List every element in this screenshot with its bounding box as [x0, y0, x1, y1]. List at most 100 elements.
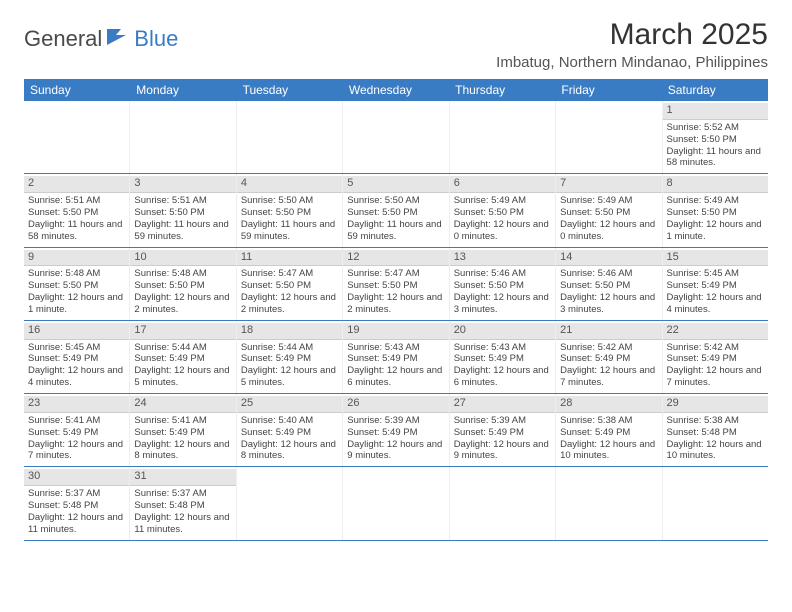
- sunrise-line: Sunrise: 5:38 AM: [667, 415, 764, 427]
- calendar-cell: [450, 467, 556, 539]
- calendar-cell: 6Sunrise: 5:49 AMSunset: 5:50 PMDaylight…: [450, 174, 556, 246]
- calendar-cell: 8Sunrise: 5:49 AMSunset: 5:50 PMDaylight…: [663, 174, 768, 246]
- daylight-line: Daylight: 12 hours and 5 minutes.: [134, 365, 231, 389]
- sunset-line: Sunset: 5:49 PM: [241, 427, 338, 439]
- sunset-line: Sunset: 5:50 PM: [241, 280, 338, 292]
- dayheader: Monday: [130, 79, 236, 101]
- calendar-cell: 15Sunrise: 5:45 AMSunset: 5:49 PMDayligh…: [663, 248, 768, 320]
- sunrise-line: Sunrise: 5:39 AM: [454, 415, 551, 427]
- daylight-line: Daylight: 12 hours and 1 minute.: [28, 292, 125, 316]
- day-number: 15: [663, 250, 768, 267]
- daylight-line: Daylight: 12 hours and 2 minutes.: [241, 292, 338, 316]
- sunset-line: Sunset: 5:50 PM: [134, 207, 231, 219]
- day-number: 17: [130, 323, 235, 340]
- calendar-cell: 13Sunrise: 5:46 AMSunset: 5:50 PMDayligh…: [450, 248, 556, 320]
- daylight-line: Daylight: 12 hours and 3 minutes.: [454, 292, 551, 316]
- calendar-cell: [663, 467, 768, 539]
- week-row: 16Sunrise: 5:45 AMSunset: 5:49 PMDayligh…: [24, 321, 768, 394]
- calendar-cell: 2Sunrise: 5:51 AMSunset: 5:50 PMDaylight…: [24, 174, 130, 246]
- day-number: 2: [24, 176, 129, 193]
- calendar-cell: 23Sunrise: 5:41 AMSunset: 5:49 PMDayligh…: [24, 394, 130, 466]
- daylight-line: Daylight: 12 hours and 11 minutes.: [134, 512, 231, 536]
- calendar-cell: [130, 101, 236, 173]
- daylight-line: Daylight: 12 hours and 9 minutes.: [454, 439, 551, 463]
- day-number: 12: [343, 250, 448, 267]
- location-label: Imbatug, Northern Mindanao, Philippines: [496, 54, 768, 71]
- calendar-cell: 31Sunrise: 5:37 AMSunset: 5:48 PMDayligh…: [130, 467, 236, 539]
- dayheader: Wednesday: [343, 79, 449, 101]
- sunrise-line: Sunrise: 5:41 AM: [28, 415, 125, 427]
- day-number: 7: [556, 176, 661, 193]
- sunset-line: Sunset: 5:50 PM: [241, 207, 338, 219]
- daylight-line: Daylight: 12 hours and 6 minutes.: [347, 365, 444, 389]
- daylight-line: Daylight: 12 hours and 8 minutes.: [241, 439, 338, 463]
- day-number: 29: [663, 396, 768, 413]
- sunrise-line: Sunrise: 5:47 AM: [241, 268, 338, 280]
- sunset-line: Sunset: 5:50 PM: [454, 207, 551, 219]
- day-number: 21: [556, 323, 661, 340]
- sunrise-line: Sunrise: 5:51 AM: [134, 195, 231, 207]
- week-row: 30Sunrise: 5:37 AMSunset: 5:48 PMDayligh…: [24, 467, 768, 540]
- calendar-cell: 29Sunrise: 5:38 AMSunset: 5:48 PMDayligh…: [663, 394, 768, 466]
- calendar-cell: 30Sunrise: 5:37 AMSunset: 5:48 PMDayligh…: [24, 467, 130, 539]
- calendar-cell: 27Sunrise: 5:39 AMSunset: 5:49 PMDayligh…: [450, 394, 556, 466]
- sunset-line: Sunset: 5:50 PM: [134, 280, 231, 292]
- title-block: March 2025 Imbatug, Northern Mindanao, P…: [496, 18, 768, 71]
- sunset-line: Sunset: 5:49 PM: [667, 280, 764, 292]
- day-number: 22: [663, 323, 768, 340]
- sunset-line: Sunset: 5:50 PM: [667, 134, 764, 146]
- week-row: 2Sunrise: 5:51 AMSunset: 5:50 PMDaylight…: [24, 174, 768, 247]
- day-number: 14: [556, 250, 661, 267]
- sunrise-line: Sunrise: 5:40 AM: [241, 415, 338, 427]
- sunrise-line: Sunrise: 5:37 AM: [134, 488, 231, 500]
- daylight-line: Daylight: 12 hours and 7 minutes.: [667, 365, 764, 389]
- sunrise-line: Sunrise: 5:52 AM: [667, 122, 764, 134]
- sunrise-line: Sunrise: 5:43 AM: [347, 342, 444, 354]
- sunrise-line: Sunrise: 5:42 AM: [560, 342, 657, 354]
- calendar-cell: 26Sunrise: 5:39 AMSunset: 5:49 PMDayligh…: [343, 394, 449, 466]
- logo-flag-icon: [106, 28, 132, 51]
- calendar-cell: [343, 467, 449, 539]
- sunset-line: Sunset: 5:50 PM: [667, 207, 764, 219]
- daylight-line: Daylight: 12 hours and 3 minutes.: [560, 292, 657, 316]
- header: General Blue March 2025 Imbatug, Norther…: [24, 18, 768, 71]
- sunrise-line: Sunrise: 5:50 AM: [347, 195, 444, 207]
- calendar-cell: 28Sunrise: 5:38 AMSunset: 5:49 PMDayligh…: [556, 394, 662, 466]
- daylight-line: Daylight: 11 hours and 58 minutes.: [28, 219, 125, 243]
- sunset-line: Sunset: 5:49 PM: [454, 353, 551, 365]
- sunrise-line: Sunrise: 5:50 AM: [241, 195, 338, 207]
- week-row: 9Sunrise: 5:48 AMSunset: 5:50 PMDaylight…: [24, 248, 768, 321]
- daylight-line: Daylight: 12 hours and 0 minutes.: [560, 219, 657, 243]
- sunrise-line: Sunrise: 5:49 AM: [560, 195, 657, 207]
- sunrise-line: Sunrise: 5:38 AM: [560, 415, 657, 427]
- sunrise-line: Sunrise: 5:42 AM: [667, 342, 764, 354]
- calendar-cell: 4Sunrise: 5:50 AMSunset: 5:50 PMDaylight…: [237, 174, 343, 246]
- calendar-cell: [556, 467, 662, 539]
- day-number: 26: [343, 396, 448, 413]
- day-number: 13: [450, 250, 555, 267]
- daylight-line: Daylight: 11 hours and 59 minutes.: [241, 219, 338, 243]
- day-number: 5: [343, 176, 448, 193]
- sunset-line: Sunset: 5:50 PM: [560, 207, 657, 219]
- month-title: March 2025: [496, 18, 768, 52]
- daylight-line: Daylight: 12 hours and 6 minutes.: [454, 365, 551, 389]
- calendar-cell: 7 Sunrise: 5:49 AMSunset: 5:50 PMDaylight…: [556, 174, 662, 246]
- calendar-cell: 20Sunrise: 5:43 AMSunset: 5:49 PMDayligh…: [450, 321, 556, 393]
- daylight-line: Daylight: 12 hours and 4 minutes.: [28, 365, 125, 389]
- sunset-line: Sunset: 5:49 PM: [454, 427, 551, 439]
- sunrise-line: Sunrise: 5:41 AM: [134, 415, 231, 427]
- day-number: 16: [24, 323, 129, 340]
- day-number: 1: [663, 103, 768, 120]
- daylight-line: Daylight: 12 hours and 7 minutes.: [560, 365, 657, 389]
- sunset-line: Sunset: 5:49 PM: [134, 353, 231, 365]
- day-number: 18: [237, 323, 342, 340]
- day-number: 10: [130, 250, 235, 267]
- sunset-line: Sunset: 5:49 PM: [28, 427, 125, 439]
- calendar-cell: 1Sunrise: 5:52 AMSunset: 5:50 PMDaylight…: [663, 101, 768, 173]
- calendar-cell: 17Sunrise: 5:44 AMSunset: 5:49 PMDayligh…: [130, 321, 236, 393]
- logo-text-b: Blue: [134, 26, 178, 52]
- calendar-cell: 5Sunrise: 5:50 AMSunset: 5:50 PMDaylight…: [343, 174, 449, 246]
- day-number: 25: [237, 396, 342, 413]
- sunset-line: Sunset: 5:49 PM: [560, 427, 657, 439]
- day-number: 3: [130, 176, 235, 193]
